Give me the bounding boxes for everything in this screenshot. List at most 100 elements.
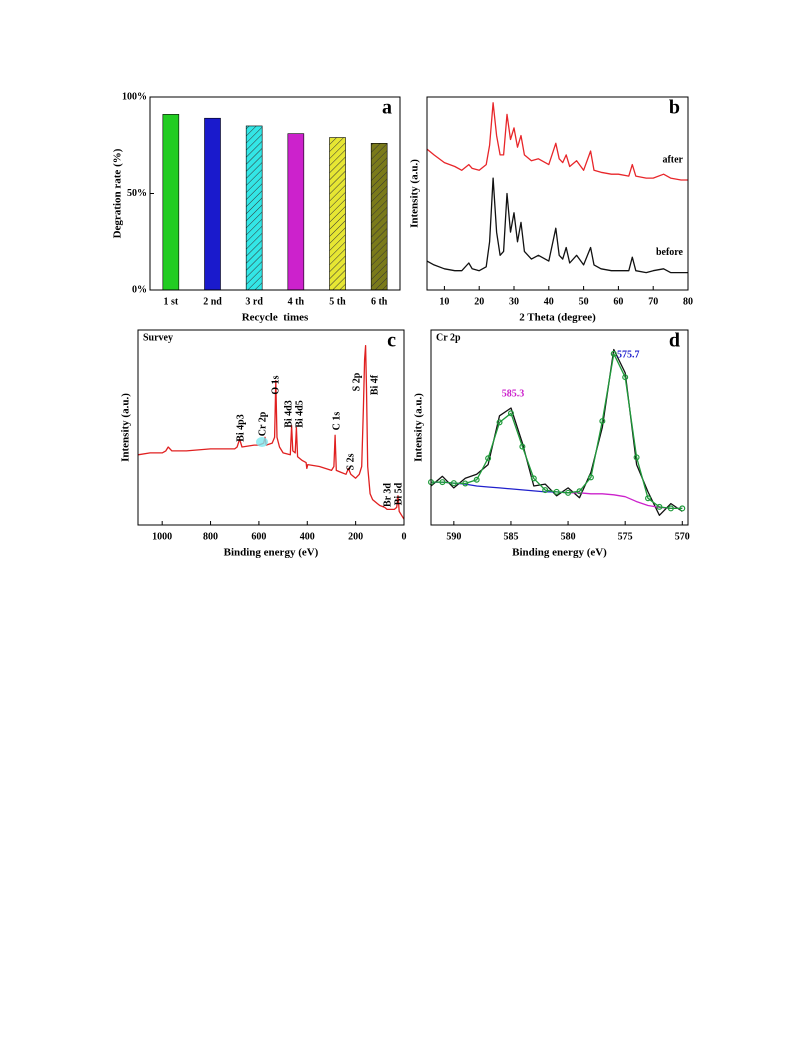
x-tick-label: 1 st (163, 296, 178, 307)
bar (204, 117, 221, 291)
plot-frame (149, 96, 401, 291)
x-tick-label: 60 (613, 296, 623, 307)
x-tick-label: 3 rd (245, 296, 263, 307)
data-point (645, 495, 652, 502)
plot-frame (426, 96, 689, 291)
x-tick-label: 20 (474, 296, 484, 307)
y-axis-label: Intensity (a.u.) (120, 393, 132, 462)
annotation: Bi 4d5 (294, 400, 305, 428)
data-point (542, 487, 549, 494)
data-line (426, 177, 688, 274)
x-tick-label: 600 (251, 531, 266, 542)
annotation: Br 3d (382, 483, 393, 507)
data-point (656, 503, 663, 510)
data-point (576, 488, 583, 495)
data-line (568, 492, 683, 510)
annotation: 585.3 (502, 388, 525, 399)
x-tick-label: 570 (675, 531, 690, 542)
panel-label: b (669, 97, 680, 119)
y-tick-label: 100% (122, 91, 147, 102)
data-point (633, 454, 640, 461)
x-tick-label: 585 (503, 531, 518, 542)
annotation: Cr 2p (257, 411, 268, 436)
data-point (473, 476, 480, 483)
x-tick-label: 80 (683, 296, 693, 307)
data-point (565, 489, 572, 496)
x-axis-label: Binding energy (eV) (224, 547, 319, 559)
y-axis-label: Intensity (a.u.) (413, 393, 425, 462)
x-tick-label: 575 (618, 531, 633, 542)
panel-label: a (382, 97, 392, 119)
x-tick-label: 0 (402, 531, 407, 542)
data-point (599, 418, 606, 425)
x-tick-label: 4 th (288, 296, 305, 307)
data-point (679, 505, 686, 512)
panel-label: c (387, 330, 396, 352)
y-axis-label: Degration rate (%) (112, 148, 124, 238)
data-line (431, 353, 683, 510)
panel: a Recycle times Degration rate (%) 0% 50% 100… (112, 91, 401, 324)
x-tick-label: 40 (544, 296, 554, 307)
x-tick-label: 30 (509, 296, 519, 307)
series-label: before (656, 247, 684, 258)
data-point (439, 479, 446, 486)
annotation: Bi 4d3 (283, 400, 294, 428)
annotation: 575.7 (617, 349, 640, 360)
x-axis-label: Recycle times (242, 312, 309, 324)
plot-frame (137, 329, 405, 526)
x-tick-label: 800 (203, 531, 218, 542)
bar (162, 114, 180, 291)
y-axis-label: Intensity (a.u.) (409, 159, 421, 228)
panel-title: Cr 2p (436, 332, 461, 343)
panel: d Cr 2p Binding energy (eV) Intensity (a.u.… (413, 329, 690, 559)
series-label: after (662, 154, 683, 165)
x-tick-label: 6 th (371, 296, 388, 307)
panel-title: Survey (143, 332, 173, 343)
data-line (137, 344, 405, 520)
x-tick-label: 590 (446, 531, 461, 542)
x-axis-label: Binding energy (eV) (512, 547, 607, 559)
highlight (256, 437, 268, 447)
plot-frame (430, 329, 689, 526)
x-axis-label: 2 Theta (degree) (519, 312, 596, 324)
y-tick-label: 0% (132, 284, 147, 295)
data-line (426, 102, 688, 181)
x-tick-label: 1000 (152, 531, 172, 542)
annotation: Bi 4f (369, 374, 380, 395)
panel: c Survey Binding energy (eV) Intensity (a.u… (120, 329, 407, 559)
x-tick-label: 10 (439, 296, 449, 307)
annotation: S 2s (345, 453, 356, 470)
annotation: Bi 5d (393, 482, 404, 505)
annotation: O 1s (270, 375, 281, 394)
bar (370, 143, 388, 291)
annotation: C 1s (331, 412, 342, 431)
bar (329, 137, 346, 291)
data-point (519, 443, 526, 450)
data-point (610, 350, 617, 357)
annotation: Bi 4p3 (235, 414, 246, 442)
data-point (667, 505, 674, 512)
data-point (496, 419, 503, 426)
data-point (587, 474, 594, 481)
data-line (430, 348, 683, 516)
data-point (530, 475, 537, 482)
x-tick-label: 400 (300, 531, 315, 542)
x-tick-label: 5 th (329, 296, 346, 307)
y-tick-label: 50% (127, 188, 147, 199)
data-point (462, 480, 469, 487)
panel-label: d (669, 330, 680, 352)
data-point (450, 480, 457, 487)
data-point (553, 488, 560, 495)
x-tick-label: 70 (648, 296, 658, 307)
x-tick-label: 200 (348, 531, 363, 542)
bar (287, 133, 305, 291)
data-point (485, 455, 492, 462)
panel: b 2 Theta (degree) Intensity (a.u.) 10 20 30 4… (409, 96, 693, 324)
x-tick-label: 50 (579, 296, 589, 307)
annotation: S 2p (351, 372, 362, 391)
x-tick-label: 580 (561, 531, 576, 542)
data-point (507, 410, 514, 417)
data-point (622, 374, 629, 381)
x-tick-label: 2 nd (203, 296, 222, 307)
